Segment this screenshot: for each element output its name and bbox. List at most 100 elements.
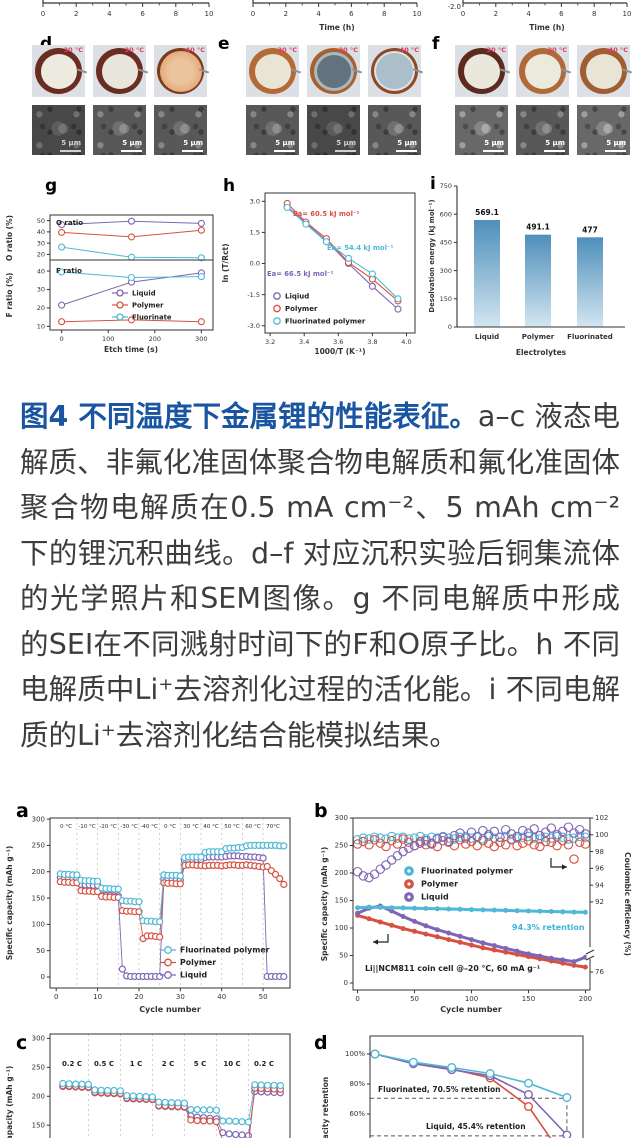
svg-text:50: 50	[339, 952, 348, 960]
svg-text:150: 150	[335, 897, 348, 905]
svg-text:Ea= 66.5 kJ mol⁻¹: Ea= 66.5 kJ mol⁻¹	[267, 270, 334, 278]
svg-text:O ratio: O ratio	[56, 219, 83, 227]
chart-desolvation-energy: 569.1 Liquid 491.1 Polymer 477 Fluorinated 0 15…	[428, 182, 625, 357]
svg-text:10: 10	[623, 10, 632, 18]
svg-text:0 °C: 0 °C	[164, 824, 176, 830]
svg-text:200: 200	[32, 868, 45, 876]
svg-text:3.2: 3.2	[265, 338, 275, 346]
svg-text:Specific capacity (mAh g⁻¹): Specific capacity (mAh g⁻¹)	[5, 846, 14, 961]
coin-cell	[35, 48, 82, 94]
svg-text:Specific capacity (mAh g⁻¹): Specific capacity (mAh g⁻¹)	[320, 847, 329, 962]
svg-text:491.1: 491.1	[526, 223, 550, 232]
svg-text:70°C: 70°C	[266, 824, 280, 830]
svg-text:6: 6	[349, 10, 354, 18]
sem-image: 5 μm	[368, 105, 421, 155]
svg-text:O ratio (%): O ratio (%)	[5, 215, 14, 261]
caption-title: 图4 不同温度下金属锂的性能表征。	[20, 400, 478, 433]
chart-arrhenius: 3.2 3.4 3.6 3.8 4.0 3.0 1.5 0.0 -1.5 -3.0 Ea= 60.5…	[221, 192, 416, 356]
svg-text:50 °C: 50 °C	[224, 824, 240, 830]
svg-text:100%: 100%	[345, 1050, 365, 1058]
svg-text:2: 2	[284, 10, 288, 18]
svg-text:5 C: 5 C	[194, 1060, 206, 1068]
svg-text:94: 94	[595, 881, 604, 889]
chart-rate-capability: 01020300501001502002503000.2 C0.5 C1 C2 …	[5, 1033, 291, 1138]
svg-text:300: 300	[32, 815, 45, 823]
svg-text:60%: 60%	[349, 1110, 365, 1118]
svg-text:10: 10	[413, 10, 422, 18]
svg-text:50: 50	[36, 947, 45, 955]
chart-ncm811-cycling: 0 50 100 150 200 0 50 100 150 200 250 300 102 100 98 96…	[320, 814, 632, 1014]
svg-text:76: 76	[595, 968, 604, 976]
svg-text:6: 6	[559, 10, 564, 18]
optical-photo-e-30c: 30 °C	[246, 45, 302, 97]
sem-image: 5 μm	[246, 105, 299, 155]
svg-text:10: 10	[205, 10, 214, 18]
svg-text:150: 150	[440, 295, 452, 303]
svg-text:0: 0	[355, 995, 359, 1003]
chart-o-ratio: 20 30 40 50 O ratio O ratio (%)	[5, 214, 214, 262]
chart-retention: 100%80%60%40%20%Fluorinated, 70.5% reten…	[321, 1035, 584, 1138]
svg-text:100: 100	[335, 924, 348, 932]
svg-text:4: 4	[316, 10, 321, 18]
svg-text:Capacity retention: Capacity retention	[321, 1077, 330, 1138]
svg-text:Etch time (s): Etch time (s)	[104, 345, 158, 354]
svg-text:Polymer: Polymer	[132, 302, 164, 310]
svg-text:0.2 C: 0.2 C	[254, 1060, 274, 1068]
svg-text:1.5: 1.5	[250, 229, 260, 237]
svg-text:98: 98	[595, 848, 604, 856]
svg-text:3.8: 3.8	[367, 338, 377, 346]
chart-f-ratio: 0 100 200 300 10 20 30 40 F ratio Liquid Polymer Fl…	[5, 259, 214, 354]
partial-time-axis-1: 0 2 4 6 8 10	[41, 0, 214, 18]
svg-text:Liquid: Liquid	[475, 333, 499, 341]
svg-text:100: 100	[32, 921, 45, 929]
svg-text:94.3% retention: 94.3% retention	[512, 923, 585, 932]
optical-photo-d-20c: 20 °C	[93, 45, 149, 97]
svg-text:6: 6	[140, 10, 145, 18]
svg-text:0: 0	[41, 10, 45, 18]
svg-text:-20 °C: -20 °C	[99, 824, 117, 830]
svg-text:20: 20	[135, 993, 144, 1001]
svg-text:Time (h): Time (h)	[529, 23, 564, 32]
panel-label-c: c	[16, 1032, 28, 1054]
svg-text:3.0: 3.0	[250, 197, 260, 205]
optical-photo-f-m40c: -40 °C	[577, 45, 633, 97]
svg-text:0: 0	[448, 323, 452, 331]
svg-text:300: 300	[335, 814, 348, 822]
svg-text:-10 °C: -10 °C	[78, 824, 96, 830]
svg-text:200: 200	[579, 995, 592, 1003]
svg-text:1 C: 1 C	[130, 1060, 142, 1068]
svg-text:3.6: 3.6	[333, 338, 343, 346]
panel-label-b: b	[314, 800, 328, 822]
panel-label-f: f	[432, 34, 440, 54]
svg-text:Polymer: Polymer	[180, 958, 216, 967]
svg-text:600: 600	[440, 210, 452, 218]
optical-photo-e-m40c: -40 °C	[368, 45, 424, 97]
temp-label: 30 °C	[63, 46, 83, 54]
svg-text:10: 10	[37, 323, 45, 331]
caption-body: a–c 液态电解质、非氟化准固体聚合物电解质和氟化准固体聚合物电解质在0.5 m…	[20, 400, 620, 752]
svg-text:Fluorinate: Fluorinate	[132, 314, 172, 322]
svg-text:50: 50	[259, 993, 268, 1001]
svg-text:40: 40	[37, 228, 45, 236]
svg-text:4.0: 4.0	[401, 338, 411, 346]
svg-text:Liquid: Liquid	[180, 971, 207, 980]
optical-photo-d-30c: 30 °C	[32, 45, 88, 97]
svg-text:60 °C: 60 °C	[245, 824, 261, 830]
svg-text:8: 8	[382, 10, 386, 18]
svg-text:450: 450	[440, 239, 452, 247]
svg-text:2: 2	[74, 10, 78, 18]
partial-time-axis-2: 0 2 4 6 8 10 Time (h)	[251, 0, 422, 32]
svg-text:92: 92	[595, 898, 604, 906]
svg-text:0: 0	[251, 10, 255, 18]
svg-text:30: 30	[176, 993, 185, 1001]
svg-text:150: 150	[522, 995, 535, 1003]
panel-label-i: i	[430, 174, 436, 194]
svg-text:-2.0: -2.0	[448, 3, 461, 11]
svg-text:0: 0	[344, 979, 348, 987]
svg-text:0.5 C: 0.5 C	[94, 1060, 114, 1068]
optical-photo-f-20c: 20 °C	[516, 45, 572, 97]
sem-image: 5 μm	[455, 105, 508, 155]
svg-text:40: 40	[37, 267, 45, 275]
